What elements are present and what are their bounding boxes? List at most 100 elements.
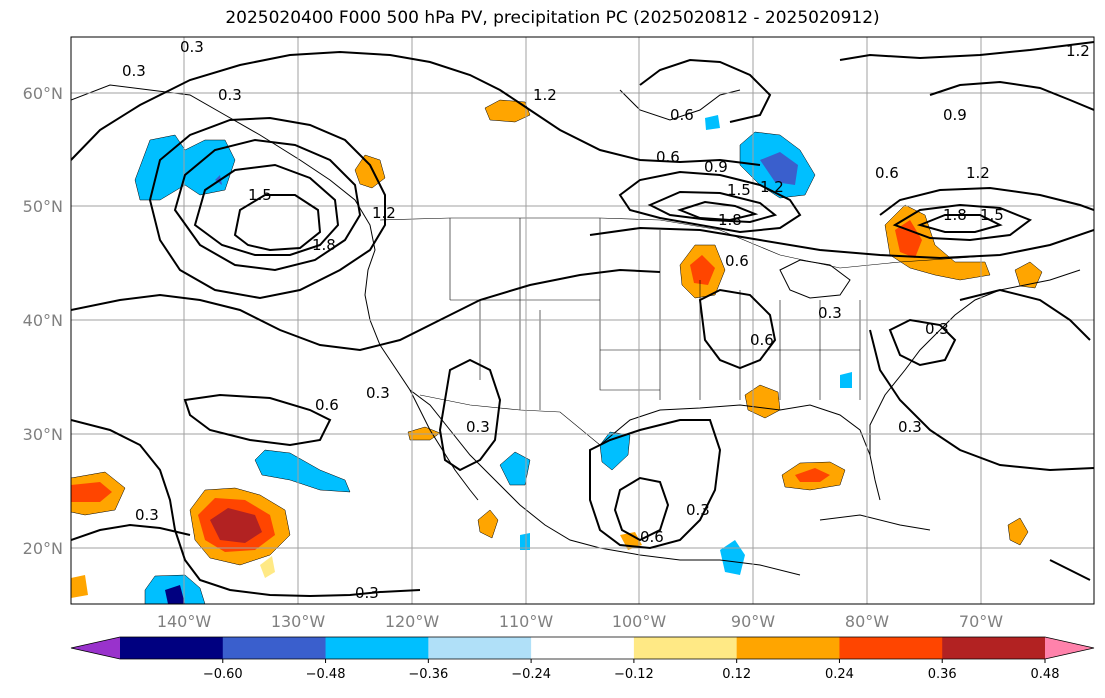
coastline-west <box>71 84 801 576</box>
colorbar-tick-label: 0.36 <box>928 667 957 682</box>
lat-label: 30°N <box>23 425 63 444</box>
plot-title: 2025020400 F000 500 hPa PV, precipitatio… <box>225 8 880 28</box>
contour-label: 0.6 <box>640 528 664 546</box>
contour-label: 1.8 <box>312 236 336 254</box>
pv-contour <box>71 268 661 352</box>
colorbar-extend-high <box>1045 637 1094 659</box>
pv-contour <box>698 288 777 370</box>
colorbar-tick-label: 0.12 <box>722 667 751 682</box>
contour-label: 0.3 <box>355 584 379 602</box>
contour-label: 1.2 <box>1066 42 1090 60</box>
colorbar-segment <box>325 637 429 659</box>
contour-label: 0.6 <box>725 252 749 270</box>
pos-anomaly-patch <box>1007 517 1029 546</box>
pv-contour <box>879 186 1094 216</box>
pv-contour <box>148 116 386 300</box>
us-canada-border <box>379 217 1001 269</box>
gridlines <box>71 37 1094 604</box>
pos-anomaly-patch <box>484 99 531 123</box>
colorbar-tick-label: −0.36 <box>408 667 448 682</box>
colorbar-ticks: −0.60 −0.48 −0.36 −0.24 −0.12 0.12 0.24 0.36 0.4… <box>203 659 1060 682</box>
colorbar-segment <box>839 637 943 659</box>
gulf-coast <box>599 404 871 456</box>
lon-label: 110°W <box>499 612 554 631</box>
colorbar-segment <box>736 637 840 659</box>
contour-label: 0.3 <box>925 320 949 338</box>
lon-label: 120°W <box>385 612 440 631</box>
contour-label: 0.6 <box>750 331 774 349</box>
neg-anomaly-patch <box>520 533 530 550</box>
pv-contour <box>869 329 1094 472</box>
neg-anomaly-patch <box>705 115 720 130</box>
lat-label: 40°N <box>23 311 63 330</box>
neg-anomaly-patch <box>165 585 185 604</box>
contour-label: 0.3 <box>466 418 490 436</box>
great-lakes <box>779 259 851 299</box>
contour-label: 1.5 <box>980 206 1004 224</box>
colorbar-tick-label: 0.48 <box>1031 667 1060 682</box>
lat-label: 60°N <box>23 84 63 103</box>
pos-anomaly-patch <box>620 532 642 550</box>
lon-label: 80°W <box>845 612 889 631</box>
contour-label: 0.9 <box>943 106 967 124</box>
contour-label: 0.9 <box>704 158 728 176</box>
contour-label: 1.5 <box>248 186 272 204</box>
contour-label: 0.3 <box>218 86 242 104</box>
pos-anomaly-patch <box>260 556 275 578</box>
neg-anomaly-patch <box>254 449 351 493</box>
pv-contour <box>589 226 1094 260</box>
contour-label: 0.3 <box>818 304 842 322</box>
lat-label: 50°N <box>23 197 63 216</box>
contour-label: 0.3 <box>122 62 146 80</box>
contour-label: 1.8 <box>718 211 742 229</box>
colorbar-segment <box>942 637 1046 659</box>
state-lines <box>449 218 861 410</box>
pv-contour <box>888 318 957 367</box>
pv-contour <box>613 476 670 542</box>
map-frame <box>70 36 1095 605</box>
colorbar-extend-low <box>71 637 120 659</box>
hudson-bay <box>619 89 741 121</box>
pos-anomaly-patch <box>1014 261 1043 289</box>
east-coast <box>869 269 1081 455</box>
contour-label: 0.6 <box>670 106 694 124</box>
pv-contour <box>589 419 722 550</box>
lon-label: 140°W <box>157 612 212 631</box>
pv-contour <box>71 523 191 541</box>
lat-label: 20°N <box>23 539 63 558</box>
lon-label: 130°W <box>271 612 326 631</box>
pos-anomaly-patch <box>795 468 830 482</box>
contour-label: 1.2 <box>760 178 784 196</box>
neg-anomaly-patch <box>760 152 798 185</box>
contour-label: 0.6 <box>656 148 680 166</box>
political-borders <box>379 217 1001 446</box>
neg-anomaly-patch <box>134 134 236 201</box>
contour-label: 1.2 <box>966 164 990 182</box>
pv-contour <box>959 288 1091 341</box>
pv-contour <box>173 138 362 272</box>
neg-anomaly-patch <box>840 372 852 388</box>
contour-label: 0.3 <box>898 418 922 436</box>
pos-anomaly-patch <box>895 220 922 258</box>
colorbar-segment <box>222 637 327 659</box>
pv-contour <box>1049 559 1091 581</box>
contour-label: 1.2 <box>533 86 557 104</box>
neg-anomaly-patch <box>720 540 745 575</box>
colorbar-segment <box>120 637 224 659</box>
contour-label: 0.6 <box>875 164 899 182</box>
pv-contour <box>916 214 1003 233</box>
pos-anomaly-patch <box>71 482 112 502</box>
pos-anomaly-patch <box>210 508 262 543</box>
pv-contour <box>71 419 421 598</box>
neg-anomaly-patch <box>499 451 531 486</box>
colorbar-segment <box>428 637 532 659</box>
colorbar-tick-label: −0.60 <box>203 667 243 682</box>
baja-peninsula <box>409 389 479 501</box>
colorbar-tick-label: 0.24 <box>825 667 854 682</box>
contour-label: 0.3 <box>180 38 204 56</box>
contour-label: 0.6 <box>315 396 339 414</box>
pv-contour <box>647 190 778 224</box>
contour-label: 0.3 <box>686 501 710 519</box>
